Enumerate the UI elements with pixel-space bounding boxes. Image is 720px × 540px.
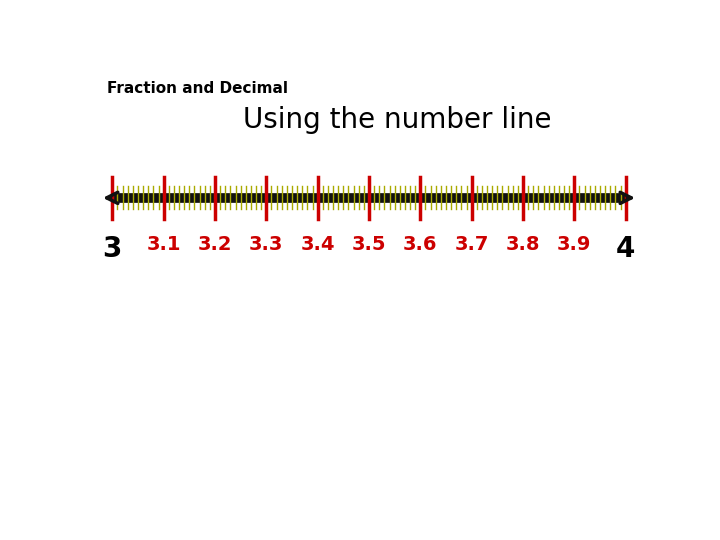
Text: 3.9: 3.9 xyxy=(557,235,592,254)
Text: Fraction and Decimal: Fraction and Decimal xyxy=(107,82,288,97)
Text: 3.4: 3.4 xyxy=(300,235,335,254)
Text: Using the number line: Using the number line xyxy=(243,106,551,134)
Text: 4: 4 xyxy=(616,235,635,264)
Text: 3.8: 3.8 xyxy=(505,235,540,254)
Text: 3.5: 3.5 xyxy=(352,235,386,254)
Text: 3.2: 3.2 xyxy=(198,235,233,254)
Text: 3.3: 3.3 xyxy=(249,235,284,254)
Text: 3.7: 3.7 xyxy=(454,235,489,254)
Text: 3: 3 xyxy=(103,235,122,264)
Text: 3.6: 3.6 xyxy=(403,235,438,254)
Text: 3.1: 3.1 xyxy=(146,235,181,254)
